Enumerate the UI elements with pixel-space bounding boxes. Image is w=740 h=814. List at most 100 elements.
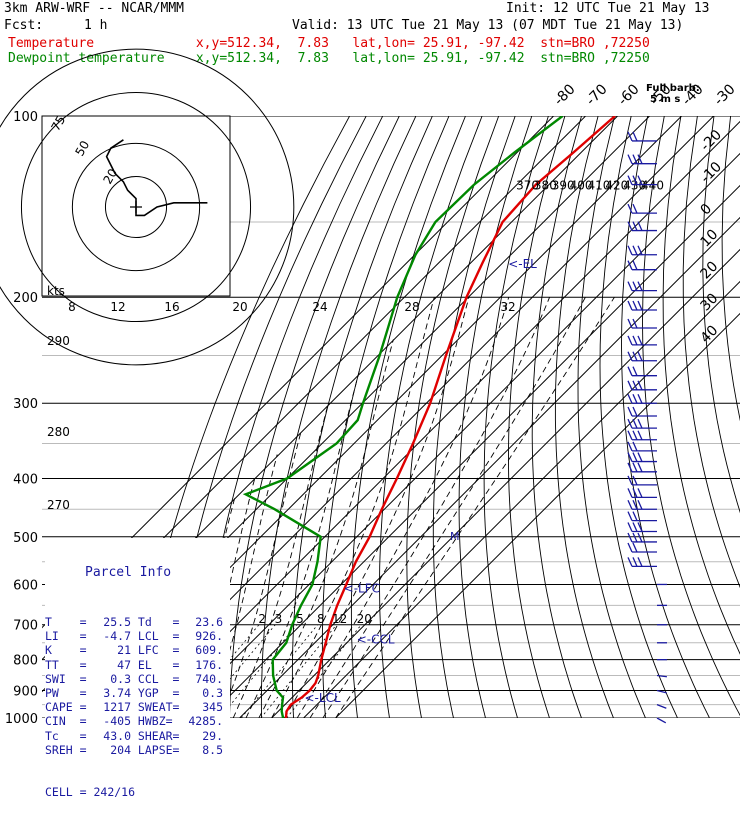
parcel-value: -405: [89, 714, 131, 728]
wind-barb-flag: [638, 533, 642, 542]
parcel-label: SWEAT=: [131, 700, 183, 714]
parcel-cell-row: CELL = 242/16: [45, 785, 230, 799]
wind-barb: [628, 381, 657, 390]
parcel-value: 29.: [183, 729, 223, 743]
isotherm-label: -10: [698, 159, 725, 186]
wind-barb-flag: [628, 319, 632, 328]
mixing-ratio-label: 8: [317, 612, 325, 626]
pressure-label: 300: [13, 397, 38, 412]
isotherm-label: -70: [583, 81, 610, 108]
theta-left-label: 280: [47, 425, 70, 439]
wind-barb-flag: [638, 394, 642, 403]
isotherm: [208, 116, 740, 718]
parcel-value: 3.74: [89, 686, 131, 700]
parcel-info-row: TT =47 EL =176.: [45, 658, 230, 672]
parcel-label: SWI =: [45, 672, 89, 686]
dry-adiabat: [683, 116, 740, 718]
parcel-value: 4285.: [183, 714, 223, 728]
parcel-info-row: Tc =43.0 SHEAR=29.: [45, 729, 230, 743]
wind-barb-flag: [633, 282, 637, 291]
mixing-ratio-label: 12: [332, 612, 347, 626]
wind-barb-flag: [633, 132, 637, 141]
pressure-label: 800: [13, 654, 38, 669]
theta-left-label: 270: [47, 498, 70, 512]
wind-barb-flag: [633, 394, 637, 403]
wind-barb-flag: [628, 336, 632, 345]
parcel-label: EL =: [131, 658, 183, 672]
wind-barb: [628, 431, 657, 440]
wind-barb: [657, 705, 666, 709]
wind-barb-flag: [628, 246, 632, 255]
parcel-label: YGP =: [131, 686, 183, 700]
wind-barb: [657, 718, 666, 723]
level-marker-lcl: <-LCL: [305, 691, 341, 705]
parcel-label: TT =: [45, 658, 89, 672]
hodograph-speed-label: 32: [500, 300, 515, 314]
wind-barb-flag: [633, 222, 637, 231]
parcel-label: Td =: [131, 615, 183, 629]
pressure-label: 400: [13, 472, 38, 487]
wind-barb-flag: [628, 500, 632, 509]
wind-barb: [628, 419, 657, 428]
isotherm-label: -60: [615, 81, 642, 108]
dry-adiabat: [722, 116, 740, 718]
wind-barb-flag: [638, 500, 642, 509]
wind-barb-flag: [628, 488, 632, 497]
dry-adiabat: [578, 116, 646, 718]
wind-barb-flag: [628, 533, 632, 542]
pressure-label: 500: [13, 531, 38, 546]
hodograph-speed-label: 12: [110, 300, 125, 314]
parcel-label: CIN =: [45, 714, 89, 728]
wind-barb-shaft: [657, 705, 666, 709]
parcel-value: -4.7: [89, 629, 131, 643]
wind-barb-shaft: [657, 718, 666, 723]
mixing-ratio-label: 5: [296, 612, 304, 626]
level-marker-lfc: <-LFC: [344, 581, 380, 595]
theta-left-label: 290: [47, 334, 70, 348]
pressure-label: 100: [13, 110, 38, 125]
isotherm-label: 40: [698, 323, 722, 347]
parcel-value: 0.3: [183, 686, 223, 700]
moist-adiabat: [233, 403, 328, 718]
wind-barb-flag: [633, 419, 637, 428]
parcel-value: 1217: [89, 700, 131, 714]
parcel-label: CAPE =: [45, 700, 89, 714]
parcel-info-row: CIN =-405 HWBZ=4285.: [45, 714, 230, 728]
hodograph-speed-label: 24: [312, 300, 327, 314]
hodograph-units: kts: [47, 284, 65, 298]
wind-barb: [628, 352, 657, 361]
wind-barb-flag: [633, 246, 637, 255]
parcel-label: HWBZ=: [131, 714, 183, 728]
isotherm: [336, 116, 740, 718]
wind-barb-flag: [638, 336, 642, 345]
level-marker-ccl: <-CCL: [357, 632, 395, 646]
theta-label: 440: [641, 179, 664, 193]
hodograph-speed-label: 16: [164, 300, 179, 314]
wind-barb-flag: [638, 282, 642, 291]
parcel-label: SREH =: [45, 743, 89, 757]
wind-barb-flag: [638, 488, 642, 497]
wind-barb-flag: [633, 453, 637, 462]
wind-barb-flag: [633, 476, 637, 485]
wind-barb-flag: [638, 301, 642, 310]
parcel-value: 25.5: [89, 615, 131, 629]
parcel-value: 176.: [183, 658, 223, 672]
wind-barb-flag: [628, 367, 632, 376]
dry-adiabat: [622, 116, 710, 718]
wind-barb-flag: [628, 407, 632, 416]
wind-barb-flag: [633, 431, 637, 440]
pressure-label: 700: [13, 619, 38, 634]
hodograph-speed-label: 8: [68, 300, 76, 314]
wind-barb: [628, 512, 657, 521]
dry-adiabat: [643, 116, 740, 718]
pressure-label: 1000: [5, 712, 38, 727]
wind-barb-flag: [633, 261, 637, 270]
moist-adiabat: [272, 297, 435, 718]
parcel-label: LFC =: [131, 643, 183, 657]
parcel-label: Tc =: [45, 729, 89, 743]
wind-barb-flag: [638, 419, 642, 428]
wind-note-2: 5 m s: [650, 94, 680, 105]
wind-barb-flag: [638, 453, 642, 462]
